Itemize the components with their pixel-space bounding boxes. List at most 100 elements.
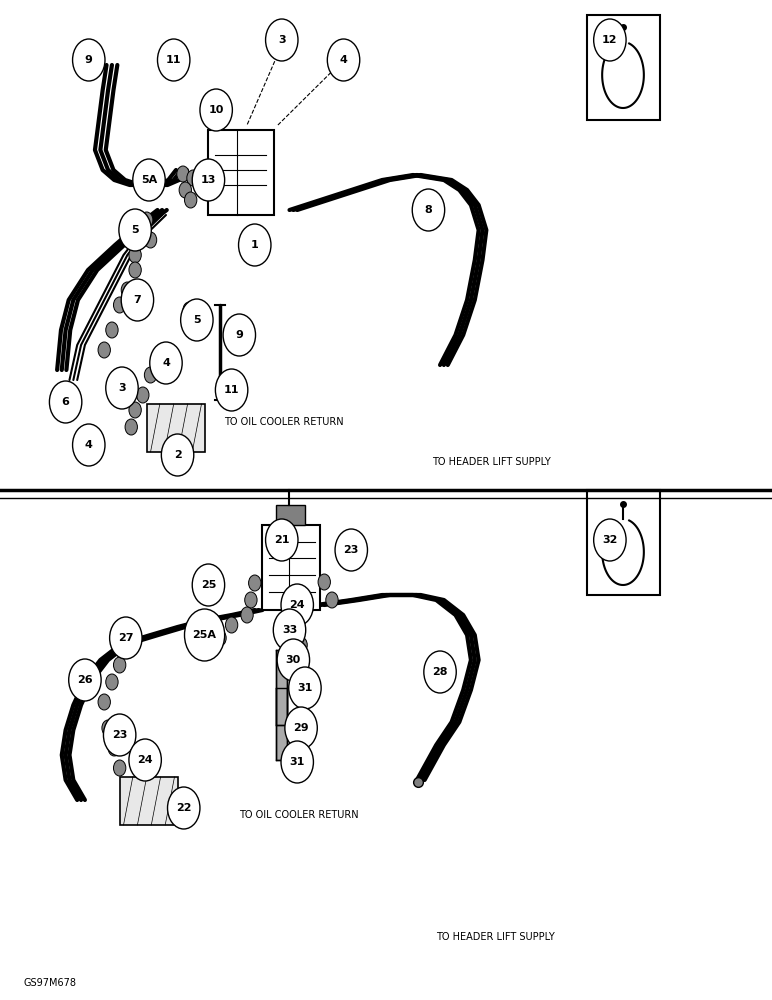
Circle shape <box>102 720 114 736</box>
Circle shape <box>412 189 445 231</box>
Text: 4: 4 <box>162 358 170 368</box>
Circle shape <box>133 159 165 201</box>
Circle shape <box>150 342 182 384</box>
Text: 33: 33 <box>282 625 297 635</box>
Circle shape <box>69 659 101 701</box>
Circle shape <box>241 607 253 623</box>
Circle shape <box>98 694 110 710</box>
Circle shape <box>179 182 191 198</box>
Text: 5A: 5A <box>141 175 157 185</box>
Circle shape <box>295 637 307 653</box>
Circle shape <box>318 574 330 590</box>
Text: 5: 5 <box>193 315 201 325</box>
Text: 25: 25 <box>201 580 216 590</box>
Text: 4: 4 <box>340 55 347 65</box>
FancyBboxPatch shape <box>120 777 178 825</box>
Text: 26: 26 <box>77 675 93 685</box>
Circle shape <box>285 707 317 749</box>
Circle shape <box>98 342 110 358</box>
Circle shape <box>214 630 226 646</box>
Text: 24: 24 <box>290 600 305 610</box>
Circle shape <box>335 529 367 571</box>
Text: 25A: 25A <box>192 630 217 640</box>
Circle shape <box>152 352 164 368</box>
Circle shape <box>273 609 306 651</box>
Text: 29: 29 <box>293 723 309 733</box>
Text: 23: 23 <box>344 545 359 555</box>
Circle shape <box>125 419 137 435</box>
Text: 32: 32 <box>602 535 618 545</box>
Text: 6: 6 <box>62 397 69 407</box>
Circle shape <box>287 604 300 620</box>
Text: 4: 4 <box>85 440 93 450</box>
Circle shape <box>161 434 194 476</box>
Text: 2: 2 <box>174 450 181 460</box>
Circle shape <box>157 39 190 81</box>
Circle shape <box>108 740 120 756</box>
Circle shape <box>281 584 313 626</box>
Circle shape <box>223 314 256 356</box>
Circle shape <box>121 640 134 656</box>
Circle shape <box>327 39 360 81</box>
Text: 11: 11 <box>166 55 181 65</box>
Text: 5: 5 <box>131 225 139 235</box>
Circle shape <box>289 667 321 709</box>
Circle shape <box>594 19 626 61</box>
Circle shape <box>110 617 142 659</box>
Circle shape <box>326 592 338 608</box>
Circle shape <box>181 299 213 341</box>
Circle shape <box>129 262 141 278</box>
Text: 23: 23 <box>112 730 127 740</box>
Circle shape <box>187 170 199 186</box>
Text: 31: 31 <box>297 683 313 693</box>
FancyBboxPatch shape <box>208 130 274 215</box>
Circle shape <box>177 166 189 182</box>
Text: 12: 12 <box>602 35 618 45</box>
FancyBboxPatch shape <box>276 688 287 760</box>
Circle shape <box>106 367 138 409</box>
Text: 24: 24 <box>137 755 153 765</box>
Circle shape <box>73 424 105 466</box>
Circle shape <box>129 402 141 418</box>
Circle shape <box>144 367 157 383</box>
Circle shape <box>185 609 225 661</box>
Circle shape <box>239 224 271 266</box>
Text: GS97M678: GS97M678 <box>23 978 76 988</box>
Circle shape <box>192 159 225 201</box>
Text: TO OIL COOLER RETURN: TO OIL COOLER RETURN <box>224 417 344 427</box>
Circle shape <box>106 322 118 338</box>
Text: 27: 27 <box>118 633 134 643</box>
Circle shape <box>129 247 141 263</box>
Circle shape <box>266 519 298 561</box>
Circle shape <box>424 651 456 693</box>
Text: TO OIL COOLER RETURN: TO OIL COOLER RETURN <box>239 810 359 820</box>
Text: 1: 1 <box>251 240 259 250</box>
Circle shape <box>119 209 151 251</box>
Circle shape <box>103 714 136 756</box>
Circle shape <box>225 617 238 633</box>
Circle shape <box>245 592 257 608</box>
Circle shape <box>200 89 232 131</box>
Text: 8: 8 <box>425 205 432 215</box>
Text: 31: 31 <box>290 757 305 767</box>
Circle shape <box>73 39 105 81</box>
Circle shape <box>113 297 126 313</box>
Circle shape <box>141 212 153 228</box>
Text: 3: 3 <box>278 35 286 45</box>
FancyBboxPatch shape <box>147 404 205 452</box>
Text: 28: 28 <box>432 667 448 677</box>
Text: 3: 3 <box>118 383 126 393</box>
Text: 9: 9 <box>85 55 93 65</box>
Circle shape <box>183 302 195 318</box>
Circle shape <box>121 282 134 298</box>
Text: 21: 21 <box>274 535 290 545</box>
Text: TO HEADER LIFT SUPPLY: TO HEADER LIFT SUPPLY <box>432 457 551 467</box>
Text: 7: 7 <box>134 295 141 305</box>
Circle shape <box>144 232 157 248</box>
Circle shape <box>106 674 118 690</box>
Text: 22: 22 <box>176 803 191 813</box>
Circle shape <box>277 639 310 681</box>
Circle shape <box>121 279 154 321</box>
Text: 30: 30 <box>286 655 301 665</box>
Text: 10: 10 <box>208 105 224 115</box>
